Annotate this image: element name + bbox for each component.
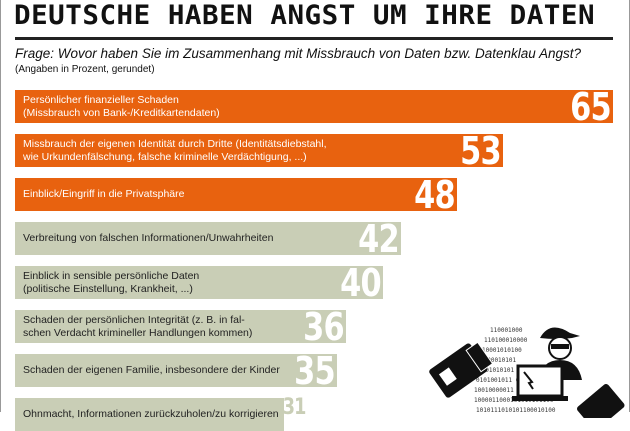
bar: Missbrauch der eigenen Identität durch D… (15, 131, 503, 171)
bar-value-label: 53 (460, 129, 502, 173)
bar-label: Einblick in sensible persönliche Daten (… (23, 269, 200, 295)
bar-label: Schaden der persönlichen Integrität (z. … (23, 313, 253, 339)
title-rule (15, 37, 613, 40)
bar: Verbreitung von falschen Informationen/U… (15, 219, 401, 259)
bar: Persönlicher finanzieller Schaden (Missb… (15, 87, 613, 127)
bar: Schaden der persönlichen Integrität (z. … (15, 307, 346, 347)
bar: Einblick in sensible persönliche Daten (… (15, 263, 383, 303)
bar: Einblick/Eingriff in die Privatsphäre 48 (15, 175, 457, 215)
svg-text:10010000011 0100100: 10010000011 0100100 (474, 387, 543, 394)
bar-value-label: 65 (570, 85, 612, 129)
bar-value-label: 40 (340, 261, 382, 305)
bar: Schaden der eigenen Familie, insbesonder… (15, 351, 337, 391)
bar-value-label: 35 (294, 349, 336, 393)
bar-label: Missbrauch der eigenen Identität durch D… (23, 137, 327, 163)
svg-text:110100010000: 110100010000 (484, 337, 528, 344)
svg-text:0101010101 11100100: 0101010101 11100100 (478, 367, 547, 374)
chart-subtitle: Frage: Wovor haben Sie im Zusammenhang m… (15, 46, 582, 61)
chart-note: (Angaben in Prozent, gerundet) (15, 64, 155, 75)
bar-label: Verbreitung von falschen Informationen/U… (23, 232, 274, 244)
bar-label: Einblick/Eingriff in die Privatsphäre (23, 188, 185, 200)
chart-title: DEUTSCHE HABEN ANGST UM IHRE DATEN (14, 0, 596, 31)
bar-value-label: 42 (358, 217, 400, 261)
svg-text:110001000: 110001000 (490, 327, 523, 334)
hacker-illustration-icon: 110001000 110100010000 10001010100 1000010… (429, 327, 625, 418)
bar-value-label: 48 (414, 173, 456, 217)
svg-text:1000010101: 1000010101 (480, 357, 517, 364)
bar-value-label: 31 (283, 395, 307, 420)
bar: Ohnmacht, Informationen zurückzuholen/zu… (15, 395, 307, 431)
svg-text:10001010100: 10001010100 (482, 347, 522, 354)
bar-label: Persönlicher finanzieller Schaden (Missb… (23, 93, 220, 119)
svg-text:1010111010101100010100: 1010111010101100010100 (476, 407, 556, 414)
bar-label: Schaden der eigenen Familie, insbesonder… (23, 364, 280, 376)
bar-value-label: 36 (303, 305, 345, 349)
svg-text:0101001011 01010101: 0101001011 01010101 (476, 377, 545, 384)
bar-label: Ohnmacht, Informationen zurückzuholen/zu… (23, 408, 279, 420)
